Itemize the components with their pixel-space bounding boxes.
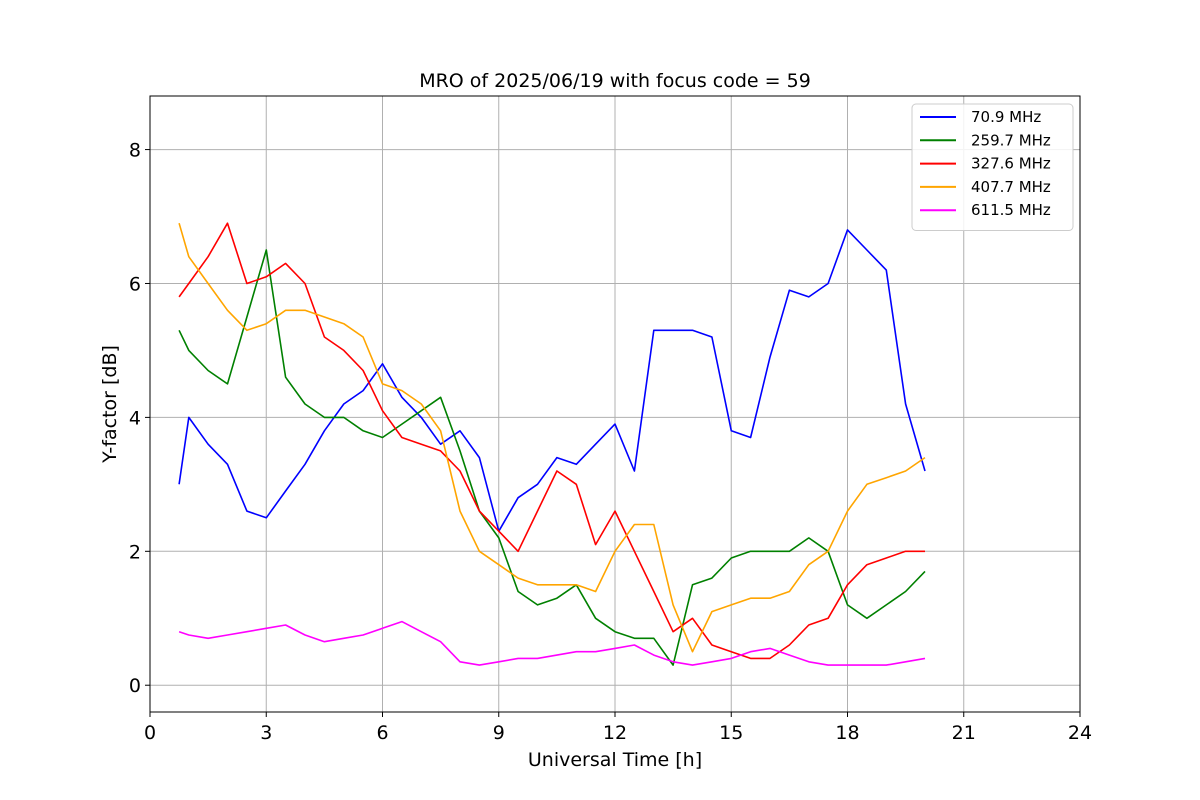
x-tick-label: 15 — [719, 722, 743, 744]
series-line-0 — [178, 229, 926, 532]
x-tick-label: 18 — [835, 722, 859, 744]
x-tick-label: 21 — [952, 722, 976, 744]
legend-label-3: 407.7 MHz — [971, 178, 1051, 196]
x-axis-label: Universal Time [h] — [528, 749, 702, 771]
legend-box — [911, 103, 1074, 231]
legend-label-4: 611.5 MHz — [971, 201, 1051, 219]
series-line-4 — [178, 620, 926, 666]
series-line-3 — [178, 222, 926, 653]
legend-label-1: 259.7 MHz — [971, 131, 1051, 149]
x-tick-label: 12 — [603, 722, 627, 744]
legend-label-2: 327.6 MHz — [971, 155, 1051, 173]
legend: 70.9 MHz 259.7 MHz 327.6 MHz 407.7 MHz 611.5… — [911, 103, 1074, 231]
y-tick-label: 0 — [129, 675, 141, 697]
chart-title: MRO of 2025/06/19 with focus code = 59 — [419, 70, 811, 92]
x-tick-label: 3 — [260, 722, 272, 744]
series-line-2 — [178, 222, 925, 660]
x-tick-label: 0 — [144, 722, 156, 744]
y-tick-label: 8 — [129, 140, 141, 162]
y-axis-label: Y-factor [dB] — [99, 345, 121, 464]
x-tick-label: 6 — [376, 722, 388, 744]
legend-label-0: 70.9 MHz — [971, 108, 1041, 126]
series-layer — [178, 222, 926, 666]
y-tick-label: 6 — [129, 273, 141, 295]
series-line-1 — [178, 249, 926, 666]
x-tick-label: 9 — [493, 722, 505, 744]
y-tick-label: 2 — [129, 541, 141, 563]
x-tick-label: 24 — [1068, 722, 1092, 744]
y-tick-label: 4 — [129, 407, 141, 429]
